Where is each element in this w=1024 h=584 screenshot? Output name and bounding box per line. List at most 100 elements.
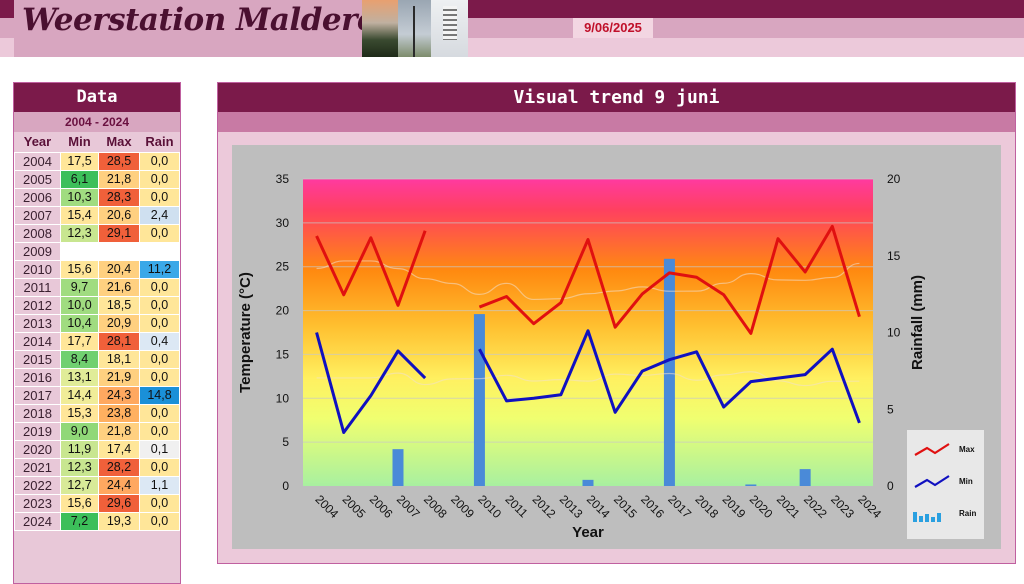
table-row: 2022 12,7 24,4 1,1 — [14, 475, 180, 495]
table-row: 2006 10,3 28,3 0,0 — [14, 187, 180, 207]
table-row: 2023 15,6 29,6 0,0 — [14, 493, 180, 513]
x-tick-label: 2006 — [367, 492, 396, 521]
table-row: 2017 14,4 24,3 14,8 — [14, 385, 180, 405]
year-cell: 2008 — [14, 223, 61, 243]
min-cell: 10,4 — [60, 313, 99, 333]
rain-cell: 0,0 — [139, 223, 180, 243]
min-cell: 14,4 — [60, 385, 99, 405]
min-cell: 9,7 — [60, 277, 99, 297]
table-row: 2010 15,6 20,4 11,2 — [14, 259, 180, 279]
rain-cell: 11,2 — [139, 259, 180, 279]
site-header: Weerstation Malderen 9/06/2025 — [0, 0, 1024, 57]
y-tick-label: 5 — [282, 435, 289, 449]
max-cell: 21,8 — [98, 169, 140, 189]
min-cell: 17,5 — [60, 151, 99, 171]
chart-panel-subband — [218, 112, 1015, 132]
column-header-max: Max — [98, 132, 140, 152]
table-row: 2020 11,9 17,4 0,1 — [14, 439, 180, 459]
max-cell: 29,1 — [98, 223, 140, 243]
rain-cell — [139, 241, 180, 261]
min-cell: 17,7 — [60, 331, 99, 351]
max-cell — [98, 241, 140, 261]
year-cell: 2021 — [14, 457, 61, 477]
max-cell: 20,6 — [98, 205, 140, 225]
rain-cell: 1,1 — [139, 475, 180, 495]
year-cell: 2010 — [14, 259, 61, 279]
year-cell: 2022 — [14, 475, 61, 495]
series-line-min — [315, 329, 861, 434]
trendline — [316, 260, 860, 301]
chart-panel: Visual trend 9 juni 0 5 10 15 20 25 30 35 0 5 10 15… — [217, 82, 1016, 564]
min-cell: 15,6 — [60, 493, 99, 513]
x-tick-label: 2024 — [855, 492, 884, 521]
min-cell: 10,3 — [60, 187, 99, 207]
data-panel-title: Data — [14, 83, 180, 112]
legend-min-icon — [914, 475, 950, 488]
rain-cell: 0,0 — [139, 367, 180, 387]
rain-cell: 0,0 — [139, 295, 180, 315]
y2-tick-label: 5 — [887, 402, 894, 416]
table-row: 2016 13,1 21,9 0,0 — [14, 367, 180, 387]
rain-cell: 0,0 — [139, 421, 180, 441]
column-header-min: Min — [60, 132, 99, 152]
rain-cell: 0,0 — [139, 169, 180, 189]
min-cell: 15,4 — [60, 205, 99, 225]
min-cell: 10,0 — [60, 295, 99, 315]
min-cell: 11,9 — [60, 439, 99, 459]
y-tick-label: 20 — [276, 304, 290, 318]
x-tick-label: 2013 — [557, 492, 586, 521]
y-tick-label: 0 — [282, 479, 289, 493]
rain-bar — [392, 449, 404, 486]
y-tick-label: 35 — [276, 172, 290, 186]
x-tick-label: 2016 — [638, 492, 667, 521]
rain-bar — [745, 484, 757, 486]
x-tick-label: 2005 — [340, 492, 369, 521]
year-cell: 2018 — [14, 403, 61, 423]
rain-cell: 0,0 — [139, 493, 180, 513]
max-cell: 20,9 — [98, 313, 140, 333]
table-row: 2013 10,4 20,9 0,0 — [14, 313, 180, 333]
x-tick-label: 2015 — [611, 492, 640, 521]
table-row: 2005 6,1 21,8 0,0 — [14, 169, 180, 189]
year-cell: 2023 — [14, 493, 61, 513]
table-row: 2019 9,0 21,8 0,0 — [14, 421, 180, 441]
trend-chart: 0510152025303505101520200420052006200720… — [237, 172, 984, 541]
x-tick-label: 2022 — [801, 492, 830, 521]
x-tick-label: 2021 — [774, 492, 803, 521]
min-cell: 15,6 — [60, 259, 99, 279]
year-cell: 2024 — [14, 511, 61, 531]
sunset-photo — [362, 0, 398, 57]
table-row: 2015 8,4 18,1 0,0 — [14, 349, 180, 369]
table-row: 2004 17,5 28,5 0,0 — [14, 151, 180, 171]
rain-cell: 0,0 — [139, 349, 180, 369]
anemometer-pole — [413, 6, 415, 57]
chart-frame: 0 5 10 15 20 25 30 35 0 5 10 15 20 2004 2005 2006 2007 20… — [232, 145, 1001, 549]
max-cell: 21,8 — [98, 421, 140, 441]
year-cell: 2009 — [14, 241, 61, 261]
y-tick-label: 30 — [276, 216, 290, 230]
y-axis-title: Temperature (°C) — [237, 272, 254, 393]
x-tick-label: 2008 — [421, 492, 450, 521]
year-cell: 2007 — [14, 205, 61, 225]
data-table: Year Min Max Rain 2004 17,5 28,5 0,0 2005 6,1… — [14, 132, 180, 531]
min-cell: 9,0 — [60, 421, 99, 441]
year-cell: 2019 — [14, 421, 61, 441]
max-cell: 20,4 — [98, 259, 140, 279]
rain-bar — [582, 479, 594, 486]
y-tick-label: 10 — [276, 391, 290, 405]
rain-cell: 2,4 — [139, 205, 180, 225]
rain-cell: 0,0 — [139, 151, 180, 171]
table-row: 2018 15,3 23,8 0,0 — [14, 403, 180, 423]
rain-bar — [663, 258, 675, 486]
table-row: 2008 12,3 29,1 0,0 — [14, 223, 180, 243]
min-cell: 7,2 — [60, 511, 99, 531]
rain-cell: 0,4 — [139, 331, 180, 351]
year-cell: 2015 — [14, 349, 61, 369]
min-cell: 12,3 — [60, 457, 99, 477]
legend-rain-icon — [931, 517, 935, 522]
legend-rain-icon — [913, 512, 917, 522]
legend-label: Min — [959, 477, 973, 486]
min-cell: 15,3 — [60, 403, 99, 423]
y2-tick-label: 20 — [887, 172, 901, 186]
min-cell: 8,4 — [60, 349, 99, 369]
